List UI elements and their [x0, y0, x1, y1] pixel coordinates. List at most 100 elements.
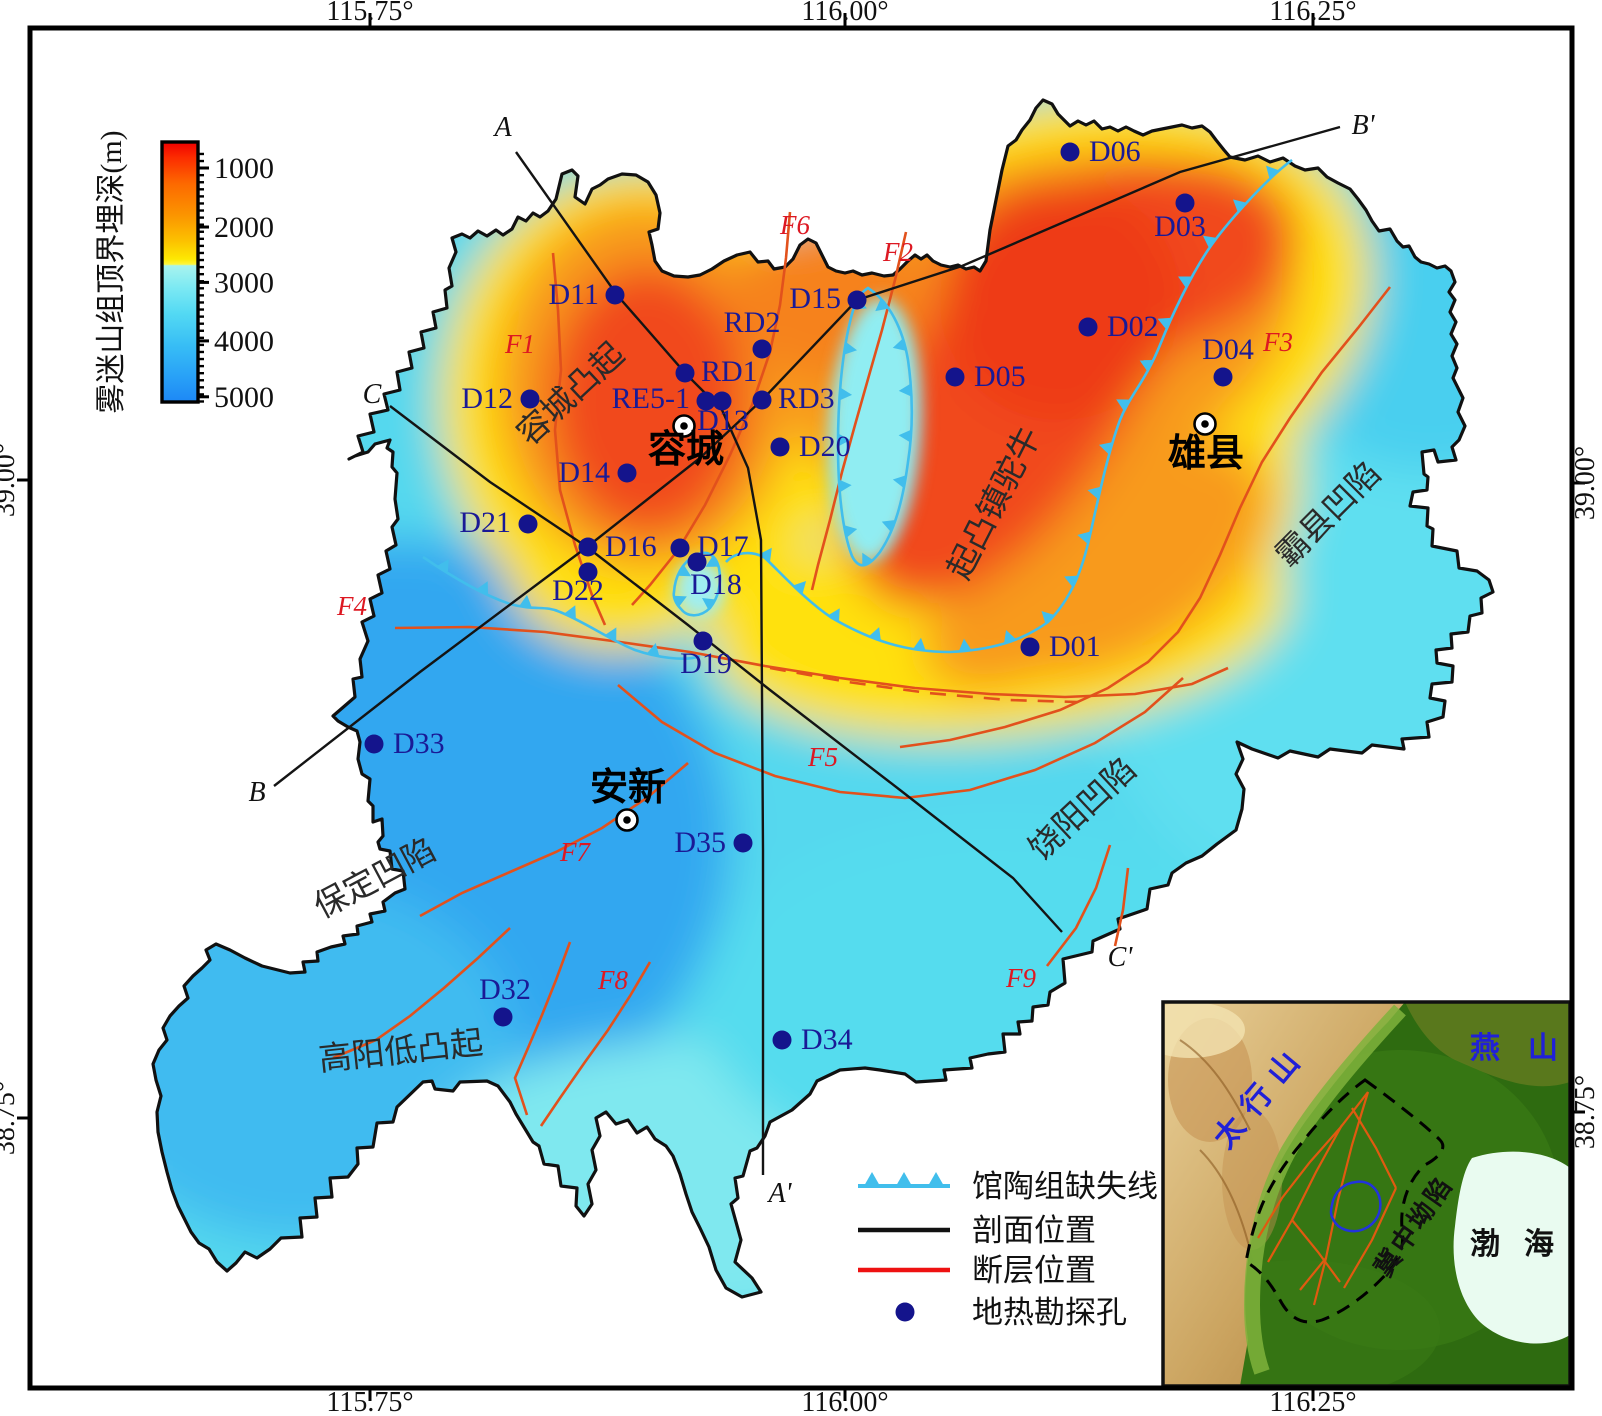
guantao-triangle	[1202, 235, 1217, 249]
well-label-D11: D11	[548, 278, 599, 311]
well-dot-D05	[945, 367, 965, 387]
fault-label-F8: F8	[597, 965, 628, 995]
well-label-D14: D14	[558, 456, 610, 489]
fault-line-F5	[617, 677, 1184, 800]
colorbar-tick-label-1000: 1000	[214, 152, 274, 185]
fault-label-F3: F3	[1262, 327, 1293, 357]
well-label-D35: D35	[674, 826, 726, 859]
well-dot-RE5-1	[696, 391, 716, 411]
fault-line-F7c	[332, 927, 511, 1060]
legend-item-well-dot: 地热勘探孔	[895, 1295, 1127, 1330]
legend-item-fault-line: 断层位置	[858, 1253, 1096, 1288]
guantao-triangle	[564, 605, 576, 620]
guantao-triangle	[519, 594, 532, 608]
city-marker-dot	[680, 422, 688, 430]
guantao-triangle	[958, 638, 972, 652]
well-dot-icon	[895, 1302, 915, 1322]
well-dot-RD3	[752, 390, 772, 410]
inset-study-area-outline	[1329, 1180, 1382, 1233]
well-label-D04: D04	[1202, 333, 1254, 366]
guantao-missing-lines-layer	[422, 158, 1293, 660]
guantao-triangle	[843, 341, 858, 355]
guantao-triangle	[705, 555, 720, 567]
inset-label-燕山: 燕山	[1470, 1032, 1586, 1065]
well-dot-RD1	[675, 363, 695, 383]
well-dot-D13	[712, 391, 732, 411]
guantao-triangle	[1139, 360, 1154, 372]
section-label-A': A'	[766, 1178, 792, 1209]
guantao-triangle	[672, 595, 687, 608]
city-label-安新: 安新	[590, 767, 666, 809]
guantao-triangle	[677, 564, 692, 577]
well-label-D05: D05	[974, 360, 1026, 393]
fault-line-F4	[394, 625, 1229, 699]
city-安新: 安新	[590, 767, 666, 832]
axis-label-left-39.00°: 39.00°	[0, 443, 21, 517]
guantao-triangle	[476, 581, 489, 596]
well-dot-D15	[847, 290, 867, 310]
well-dot-D04	[1213, 367, 1233, 387]
guantao-triangle	[898, 383, 912, 397]
fault-line-F7b	[513, 941, 572, 1116]
guantao-triangle	[912, 637, 926, 651]
colorbar-gradient	[160, 140, 200, 404]
well-dot-D18	[687, 552, 707, 572]
fault-label-F5: F5	[807, 742, 838, 772]
section-label-C': C'	[1108, 942, 1134, 973]
well-dot-D01	[1020, 637, 1040, 657]
legend-label-剖面位置: 剖面位置	[972, 1213, 1096, 1248]
guantao-triangle	[881, 520, 896, 533]
legend-item-guantao-line: 馆陶组缺失线	[858, 1169, 1158, 1204]
guantao-triangle	[1178, 276, 1193, 289]
well-dot-D22	[578, 562, 598, 582]
guantao-line-east-hook	[725, 158, 1293, 654]
section-label-B: B	[248, 777, 265, 808]
fault-line-F8	[539, 961, 652, 1127]
well-label-D32: D32	[479, 973, 531, 1006]
fault-line-F2	[810, 231, 908, 591]
well-label-D20: D20	[799, 430, 851, 463]
guantao-triangle	[1077, 531, 1091, 545]
city-marker-dot	[623, 816, 631, 824]
guantao-triangle	[862, 552, 874, 567]
inset-fault-network	[1257, 1091, 1397, 1306]
axis-label-top-115.75°: 115.75°	[326, 0, 413, 27]
axis-label-right-38.75°: 38.75°	[1570, 1075, 1601, 1149]
city-容城: 容城	[648, 414, 724, 471]
well-dot-D16	[578, 537, 598, 557]
colorbar-title: 雾迷山组顶界埋深(m)	[95, 130, 128, 413]
well-label-D19: D19	[680, 647, 732, 680]
well-label-D06: D06	[1089, 135, 1141, 168]
colorbar-tick-label-4000: 4000	[214, 325, 274, 358]
colorbar-tick-label-2000: 2000	[214, 211, 274, 244]
guantao-triangle	[868, 627, 881, 641]
well-dot-D32	[493, 1007, 513, 1027]
guantao-triangle	[1064, 575, 1079, 588]
well-dot-D17	[670, 538, 690, 558]
guantao-triangle	[892, 475, 907, 489]
legend-label-馆陶组缺失线: 馆陶组缺失线	[972, 1169, 1158, 1204]
guantao-triangle	[838, 479, 852, 493]
section-label-C: C	[363, 379, 382, 410]
section-label-A: A	[492, 112, 512, 143]
guantao-triangle-icon	[864, 1172, 880, 1186]
fault-label-F6: F6	[779, 210, 810, 240]
fault-label-F2: F2	[882, 237, 913, 267]
fault-line-F9	[1045, 844, 1112, 967]
guantao-triangle	[1003, 629, 1017, 644]
well-dot-D11	[605, 285, 625, 305]
fault-line-F1	[551, 252, 607, 626]
axis-label-top-116.00°: 116.00°	[801, 0, 888, 27]
fault-line-F6	[631, 211, 792, 606]
guantao-triangle	[1157, 317, 1172, 330]
guantao-triangle	[1266, 165, 1280, 180]
well-dot-D06	[1060, 142, 1080, 162]
guantao-triangle	[646, 643, 660, 657]
inset-label-渤海: 渤海	[1470, 1228, 1578, 1261]
guantao-triangle	[604, 627, 617, 642]
